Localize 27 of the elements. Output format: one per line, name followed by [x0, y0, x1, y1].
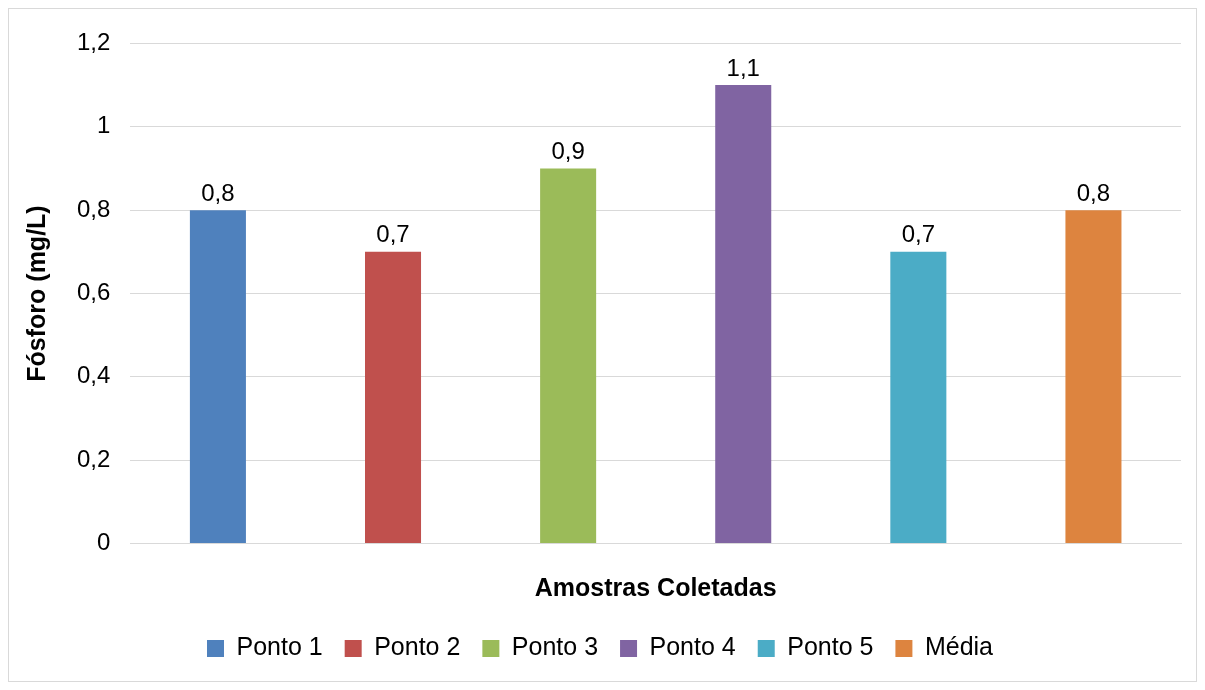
legend-label: Ponto 5 [787, 632, 874, 661]
legend-label: Ponto 2 [374, 632, 461, 661]
data-label: 0,8 [1076, 178, 1111, 206]
x-axis-title: Amostras Coletadas [534, 572, 777, 601]
data-label: 0,9 [551, 137, 585, 165]
bar [365, 251, 422, 544]
bar [1065, 210, 1122, 544]
bar [715, 85, 772, 544]
y-tick-label: 0,4 [76, 361, 111, 389]
bar [890, 251, 947, 544]
data-label: 0,7 [901, 220, 936, 248]
legend-label: Média [924, 632, 994, 661]
y-tick-label: 0,2 [76, 444, 111, 472]
y-tick-label: 1 [97, 111, 111, 139]
y-tick-label: 0,6 [76, 278, 111, 306]
data-label: 1,1 [726, 53, 760, 81]
data-label: 0,7 [376, 220, 410, 248]
y-axis-title: Fósforo (mg/L) [21, 205, 50, 382]
bar [189, 210, 246, 544]
legend-label: Ponto 3 [511, 632, 599, 661]
y-tick-label: 0 [97, 528, 111, 556]
bar [540, 168, 597, 544]
y-tick-label: 1,2 [76, 28, 111, 56]
data-label: 0,8 [201, 178, 235, 206]
legend-label: Ponto 1 [236, 632, 323, 661]
y-tick-label: 0,8 [76, 194, 111, 222]
legend-label: Ponto 4 [649, 632, 736, 661]
